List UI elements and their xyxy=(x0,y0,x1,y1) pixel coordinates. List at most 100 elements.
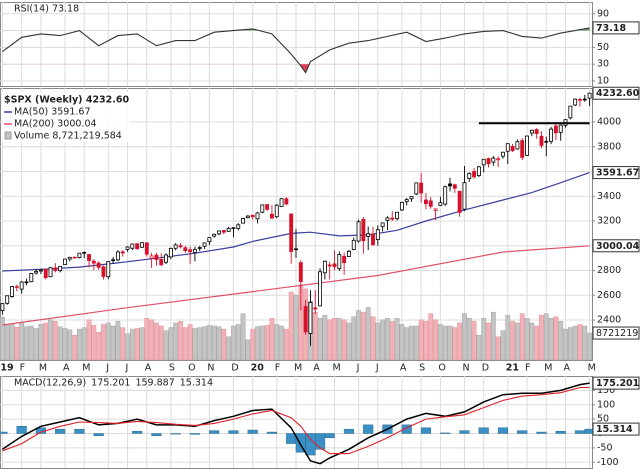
volume-bar xyxy=(202,326,207,361)
value-tag-label: 15.314 xyxy=(596,424,633,435)
x-tick-label: S xyxy=(169,363,175,374)
volume-bar xyxy=(356,310,361,361)
volume-bar xyxy=(240,313,246,361)
x-tick-label: S xyxy=(419,363,425,374)
volume-bar xyxy=(144,318,150,361)
x-tick-label: M xyxy=(294,363,302,374)
x-tick-label: F xyxy=(525,363,530,374)
volume-bar xyxy=(274,324,280,361)
candle-body xyxy=(404,199,409,203)
volume-tag xyxy=(592,326,640,340)
x-tick-label: 21 xyxy=(506,363,519,374)
volume-bar xyxy=(553,316,559,361)
candle-body xyxy=(96,262,101,268)
value-tag-label: 3000.04 xyxy=(596,241,640,252)
volume-bar xyxy=(558,321,564,361)
candle-body xyxy=(159,258,164,266)
value-tag xyxy=(592,376,640,390)
candle-body xyxy=(269,213,274,219)
volume-bar xyxy=(490,311,496,361)
candle-body xyxy=(476,166,481,177)
volume-bar xyxy=(317,318,323,361)
candle-body xyxy=(274,204,279,218)
y-tick-label: -100 xyxy=(597,457,619,468)
volume-bar xyxy=(351,316,357,361)
candle-body xyxy=(10,286,14,297)
volume-bar xyxy=(543,313,549,361)
candle-body xyxy=(491,157,496,163)
candle-body xyxy=(457,190,462,213)
x-tick-label: A xyxy=(400,363,407,374)
volume-bar xyxy=(115,321,121,361)
candle-body xyxy=(226,227,231,232)
histogram-bar xyxy=(266,431,277,434)
histogram-bar xyxy=(170,433,181,435)
candle-body xyxy=(578,99,582,101)
volume-bar xyxy=(149,319,154,361)
value-tag xyxy=(592,21,640,35)
volume-bar xyxy=(413,325,419,361)
candle-body xyxy=(544,141,549,143)
volume-bar xyxy=(129,328,135,361)
x-tick-label: F xyxy=(275,363,280,374)
volume-bar xyxy=(0,317,5,361)
volume-bar xyxy=(52,321,58,361)
candle-body xyxy=(525,135,529,156)
histogram-bar xyxy=(0,431,8,434)
histogram-bar xyxy=(536,431,547,434)
volume-bar xyxy=(380,319,385,361)
volume-bar xyxy=(67,329,73,361)
histogram-bar xyxy=(478,427,489,434)
volume-bar xyxy=(385,318,390,361)
candle-body xyxy=(496,158,501,161)
volume-bar xyxy=(134,328,140,361)
volume-bar xyxy=(77,328,82,361)
candle-body xyxy=(361,219,366,242)
histogram-bar xyxy=(247,429,258,434)
candle-body xyxy=(539,135,544,146)
volume-bar xyxy=(582,325,588,361)
histogram-bar xyxy=(151,433,162,437)
volume-bar xyxy=(466,318,472,361)
candle-body xyxy=(255,212,260,220)
volume-bar xyxy=(476,335,482,361)
macd-title: MACD(12,26,9) xyxy=(14,378,86,389)
volume-bar xyxy=(206,325,212,361)
candle-body xyxy=(549,128,554,142)
x-tick-label: J xyxy=(375,363,379,374)
candle-body xyxy=(115,251,120,261)
volume-bar xyxy=(101,324,106,361)
histogram-bar xyxy=(305,433,316,456)
candle-body xyxy=(366,233,371,237)
y-tick-label: 2400 xyxy=(597,315,621,326)
x-tick-label: M xyxy=(39,363,47,374)
candle-body xyxy=(82,252,87,254)
candle-body xyxy=(236,224,241,229)
volume-bar xyxy=(312,311,318,361)
volume-bar xyxy=(505,314,511,361)
volume-bar xyxy=(235,324,241,361)
volume-bar xyxy=(57,326,63,361)
volume-bar xyxy=(567,327,573,361)
histogram-bar xyxy=(16,426,27,434)
candle-body xyxy=(183,247,188,252)
candle-body xyxy=(553,125,558,134)
candle-body xyxy=(409,196,414,200)
volume-bar xyxy=(192,328,198,361)
candle-body xyxy=(38,269,43,272)
chart-title: $SPX (Weekly) 4232.60 xyxy=(4,95,129,106)
candle-body xyxy=(154,254,159,260)
volume-bar xyxy=(293,294,299,361)
candle-body xyxy=(419,182,424,194)
candle-body xyxy=(164,254,168,263)
x-tick-label: 20 xyxy=(251,363,265,374)
y-tick-label: 2600 xyxy=(597,290,621,301)
candle-body xyxy=(72,256,77,259)
volume-bar xyxy=(110,325,116,361)
volume-bar xyxy=(226,336,231,361)
volume-bar xyxy=(418,319,424,361)
value-tag xyxy=(592,239,640,253)
candle-body xyxy=(178,245,183,248)
